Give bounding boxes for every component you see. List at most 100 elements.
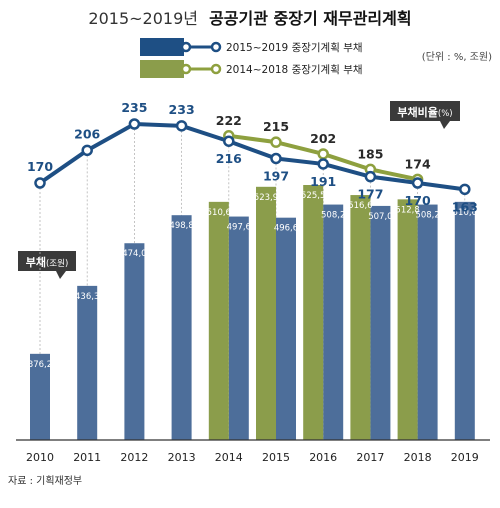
bar-plan2015 [276,217,296,440]
legend-item-plan2014: 2014~2018 중장기계획 부채 [140,60,363,78]
ratio-plan2015-point [128,118,141,130]
bar-plan2015 [454,201,475,440]
bar-label-plan2015: 497,6 [227,223,251,233]
bar-label-plan2014: 523,9 [254,193,278,203]
debt-callout-box [18,251,76,271]
ratio-plan2015-point [411,177,424,189]
legend-marker-plan2015-end [210,41,222,53]
debt-callout-unit: (조원) [46,259,68,269]
x-tick-label: 2016 [309,451,337,464]
ratio-plan2015-label: 170 [27,159,53,174]
ratio-plan2015-label: 206 [74,126,100,141]
ratio-plan2015-label: 216 [216,151,242,166]
ratio-plan2014-label: 222 [216,113,242,128]
ratio-plan2015-point [175,120,188,132]
x-tick-label: 2019 [451,451,479,464]
bar-plan2015 [30,353,50,440]
ratio-lines [38,122,466,192]
legend-marker-plan2014-end [210,63,222,75]
bar-labels: 376,2 436,3 474,0 498,8 497,6 510,6 496,6 523,9… [28,191,477,370]
bar-label-plan2015: 376,2 [28,360,52,370]
x-tick-label: 2017 [356,451,384,464]
bar-label-plan2015: 507,0 [368,212,392,222]
ratio-plan2015-point [459,183,471,196]
ratio-plan2015-point [270,152,282,165]
ratio-plan2015-label: 177 [357,187,383,202]
ratio-callout-unit: (%) [438,109,453,119]
ratio-callout-box [390,101,460,121]
ratio-plan2015-point [364,170,377,183]
ratio-callout-text: 부채비율(%) [397,105,452,119]
ratio-plan2014-point [317,148,329,160]
chart-title: 2015~2019년 공공기관 중장기 재무관리계획 [88,9,411,28]
x-tick-label: 2010 [26,451,54,464]
ratio-plan2015-point [223,135,235,147]
bar-label-plan2015: 436,3 [75,292,99,302]
ratio-callout: 부채비율(%) [390,101,460,129]
bar-label-plan2014: 516,6 [348,201,372,211]
source-note: 자료 : 기획재정부 [8,475,82,487]
ratio-plan2014-label: 185 [357,146,383,161]
bar-plan2015 [417,204,438,440]
title-prefix: 2015~2019년 [88,9,198,28]
legend-marker-plan2014 [180,63,192,75]
bar-plan2014 [256,186,276,440]
ratio-plan2015-label: 170 [405,193,431,208]
bar-label-plan2014: 525,5 [301,191,325,201]
bar-label-plan2015: 508,2 [321,211,345,221]
legend-item-plan2015: 2015~2019 중장기계획 부채 [140,38,363,56]
title-main: 공공기관 중장기 재무관리계획 [209,9,412,28]
x-tick-label: 2014 [215,451,243,464]
ratio-callout-pointer [440,121,450,129]
x-tick-label: 2015 [262,451,290,464]
legend-swatch-plan2015 [140,38,184,56]
bar-label-plan2014: 512,8 [395,205,419,215]
legend-swatch-plan2014 [140,60,184,78]
bar-label-plan2014: 510,6 [207,208,231,218]
ratio-plan2015-line [38,122,466,192]
x-tick-label: 2013 [168,451,196,464]
bar-plan2014 [208,201,229,440]
debt-callout-main: 부채 [26,255,46,269]
ratio-plan2015-label: 235 [121,100,147,115]
bar-label-plan2015: 508,2 [415,211,439,221]
legend-label-plan2015: 2015~2019 중장기계획 부채 [226,42,363,54]
ratio-plan2014-label: 215 [263,119,289,134]
bar-plan2014 [397,199,418,440]
ratio-plan2014-label: 174 [405,156,431,171]
bar-plan2014 [350,195,371,440]
bar-plan2015 [171,215,192,440]
ratio-plan2015-point [317,158,329,170]
unit-note: (단위 : %, 조원) [422,50,492,63]
legend-marker-plan2015 [180,41,192,53]
ratio-plan2015-point [34,177,46,189]
bar-plan2015 [370,205,391,440]
bars [30,185,475,440]
bar-label-plan2015: 498,8 [169,221,193,231]
bar-label-plan2015: 496,6 [274,224,298,234]
bar-plan2015 [228,216,249,440]
bar-plan2015 [77,285,98,440]
ratio-plan2015-label: 191 [310,174,336,189]
ratio-point-labels: 222 215 202 185 174 170 206 235 233 216 197 191 177 1… [27,100,478,214]
debt-callout-text: 부채(조원) [26,255,69,269]
ratio-plan2015-label: 197 [263,168,289,183]
bar-plan2015 [323,204,344,440]
bar-label-plan2015: 474,0 [122,249,146,259]
legend-label-plan2014: 2014~2018 중장기계획 부채 [226,64,363,76]
x-tick-labels: 2010 2011 2012 2013 2014 2015 2016 2017 2018 2019 [26,451,479,464]
bar-label-plan2015: 510,6 [453,208,477,218]
ratio-plan2014-label: 202 [310,131,336,146]
bar-plan2015 [124,243,145,440]
x-tick-label: 2011 [73,451,101,464]
debt-callout: 부채(조원) [18,251,76,279]
x-tick-label: 2012 [120,451,148,464]
legend: 2015~2019 중장기계획 부채 2014~2018 중장기계획 부채 [140,38,363,78]
ratio-plan2015-label: 163 [452,199,478,214]
ratio-plan2015-label: 233 [169,102,195,117]
x-tick-label: 2018 [404,451,432,464]
debt-callout-pointer [56,271,66,279]
bar-plan2014 [303,185,324,440]
ratio-plan2015-point [81,144,93,157]
